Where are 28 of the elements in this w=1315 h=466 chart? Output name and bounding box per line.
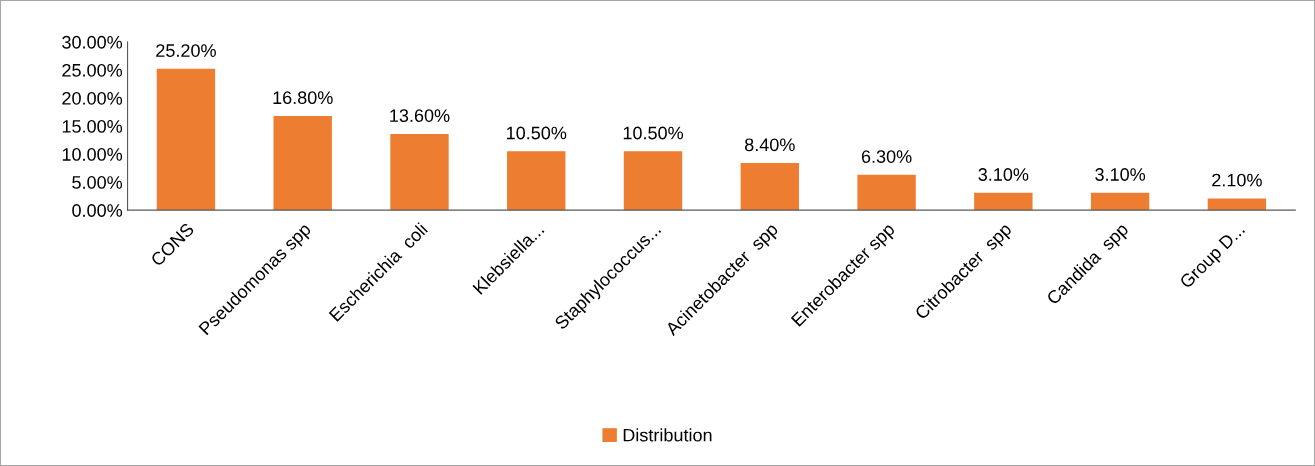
bar bbox=[623, 151, 683, 211]
bar bbox=[1207, 198, 1267, 211]
data-label: 10.50% bbox=[507, 126, 567, 140]
y-tick-label: 25.00% bbox=[62, 63, 123, 77]
data-label: 6.30% bbox=[861, 150, 912, 163]
legend-label: Distribution bbox=[623, 428, 712, 442]
data-label: 10.50% bbox=[623, 126, 684, 140]
bar bbox=[507, 151, 566, 211]
y-tick-label: 30.00% bbox=[62, 35, 123, 49]
data-label: 3.10% bbox=[978, 168, 1029, 181]
data-label: 25.20% bbox=[156, 44, 216, 57]
data-label: 13.60% bbox=[390, 109, 450, 122]
bar bbox=[974, 192, 1033, 211]
bar bbox=[1090, 192, 1150, 211]
bar bbox=[740, 163, 799, 211]
data-label: 16.80% bbox=[273, 91, 333, 105]
data-label: 8.40% bbox=[744, 138, 795, 152]
data-label: 3.10% bbox=[1095, 168, 1146, 181]
bar bbox=[156, 68, 216, 211]
bar bbox=[273, 115, 332, 211]
y-tick-label: 10.00% bbox=[62, 148, 123, 161]
bar bbox=[390, 133, 449, 211]
y-tick-label: 20.00% bbox=[62, 91, 123, 105]
bar bbox=[857, 174, 916, 211]
y-tick-label: 0.00% bbox=[72, 204, 123, 217]
data-label: 2.10% bbox=[1212, 173, 1262, 187]
y-tick-label: 15.00% bbox=[62, 119, 123, 133]
y-tick-label: 5.00% bbox=[72, 176, 123, 189]
